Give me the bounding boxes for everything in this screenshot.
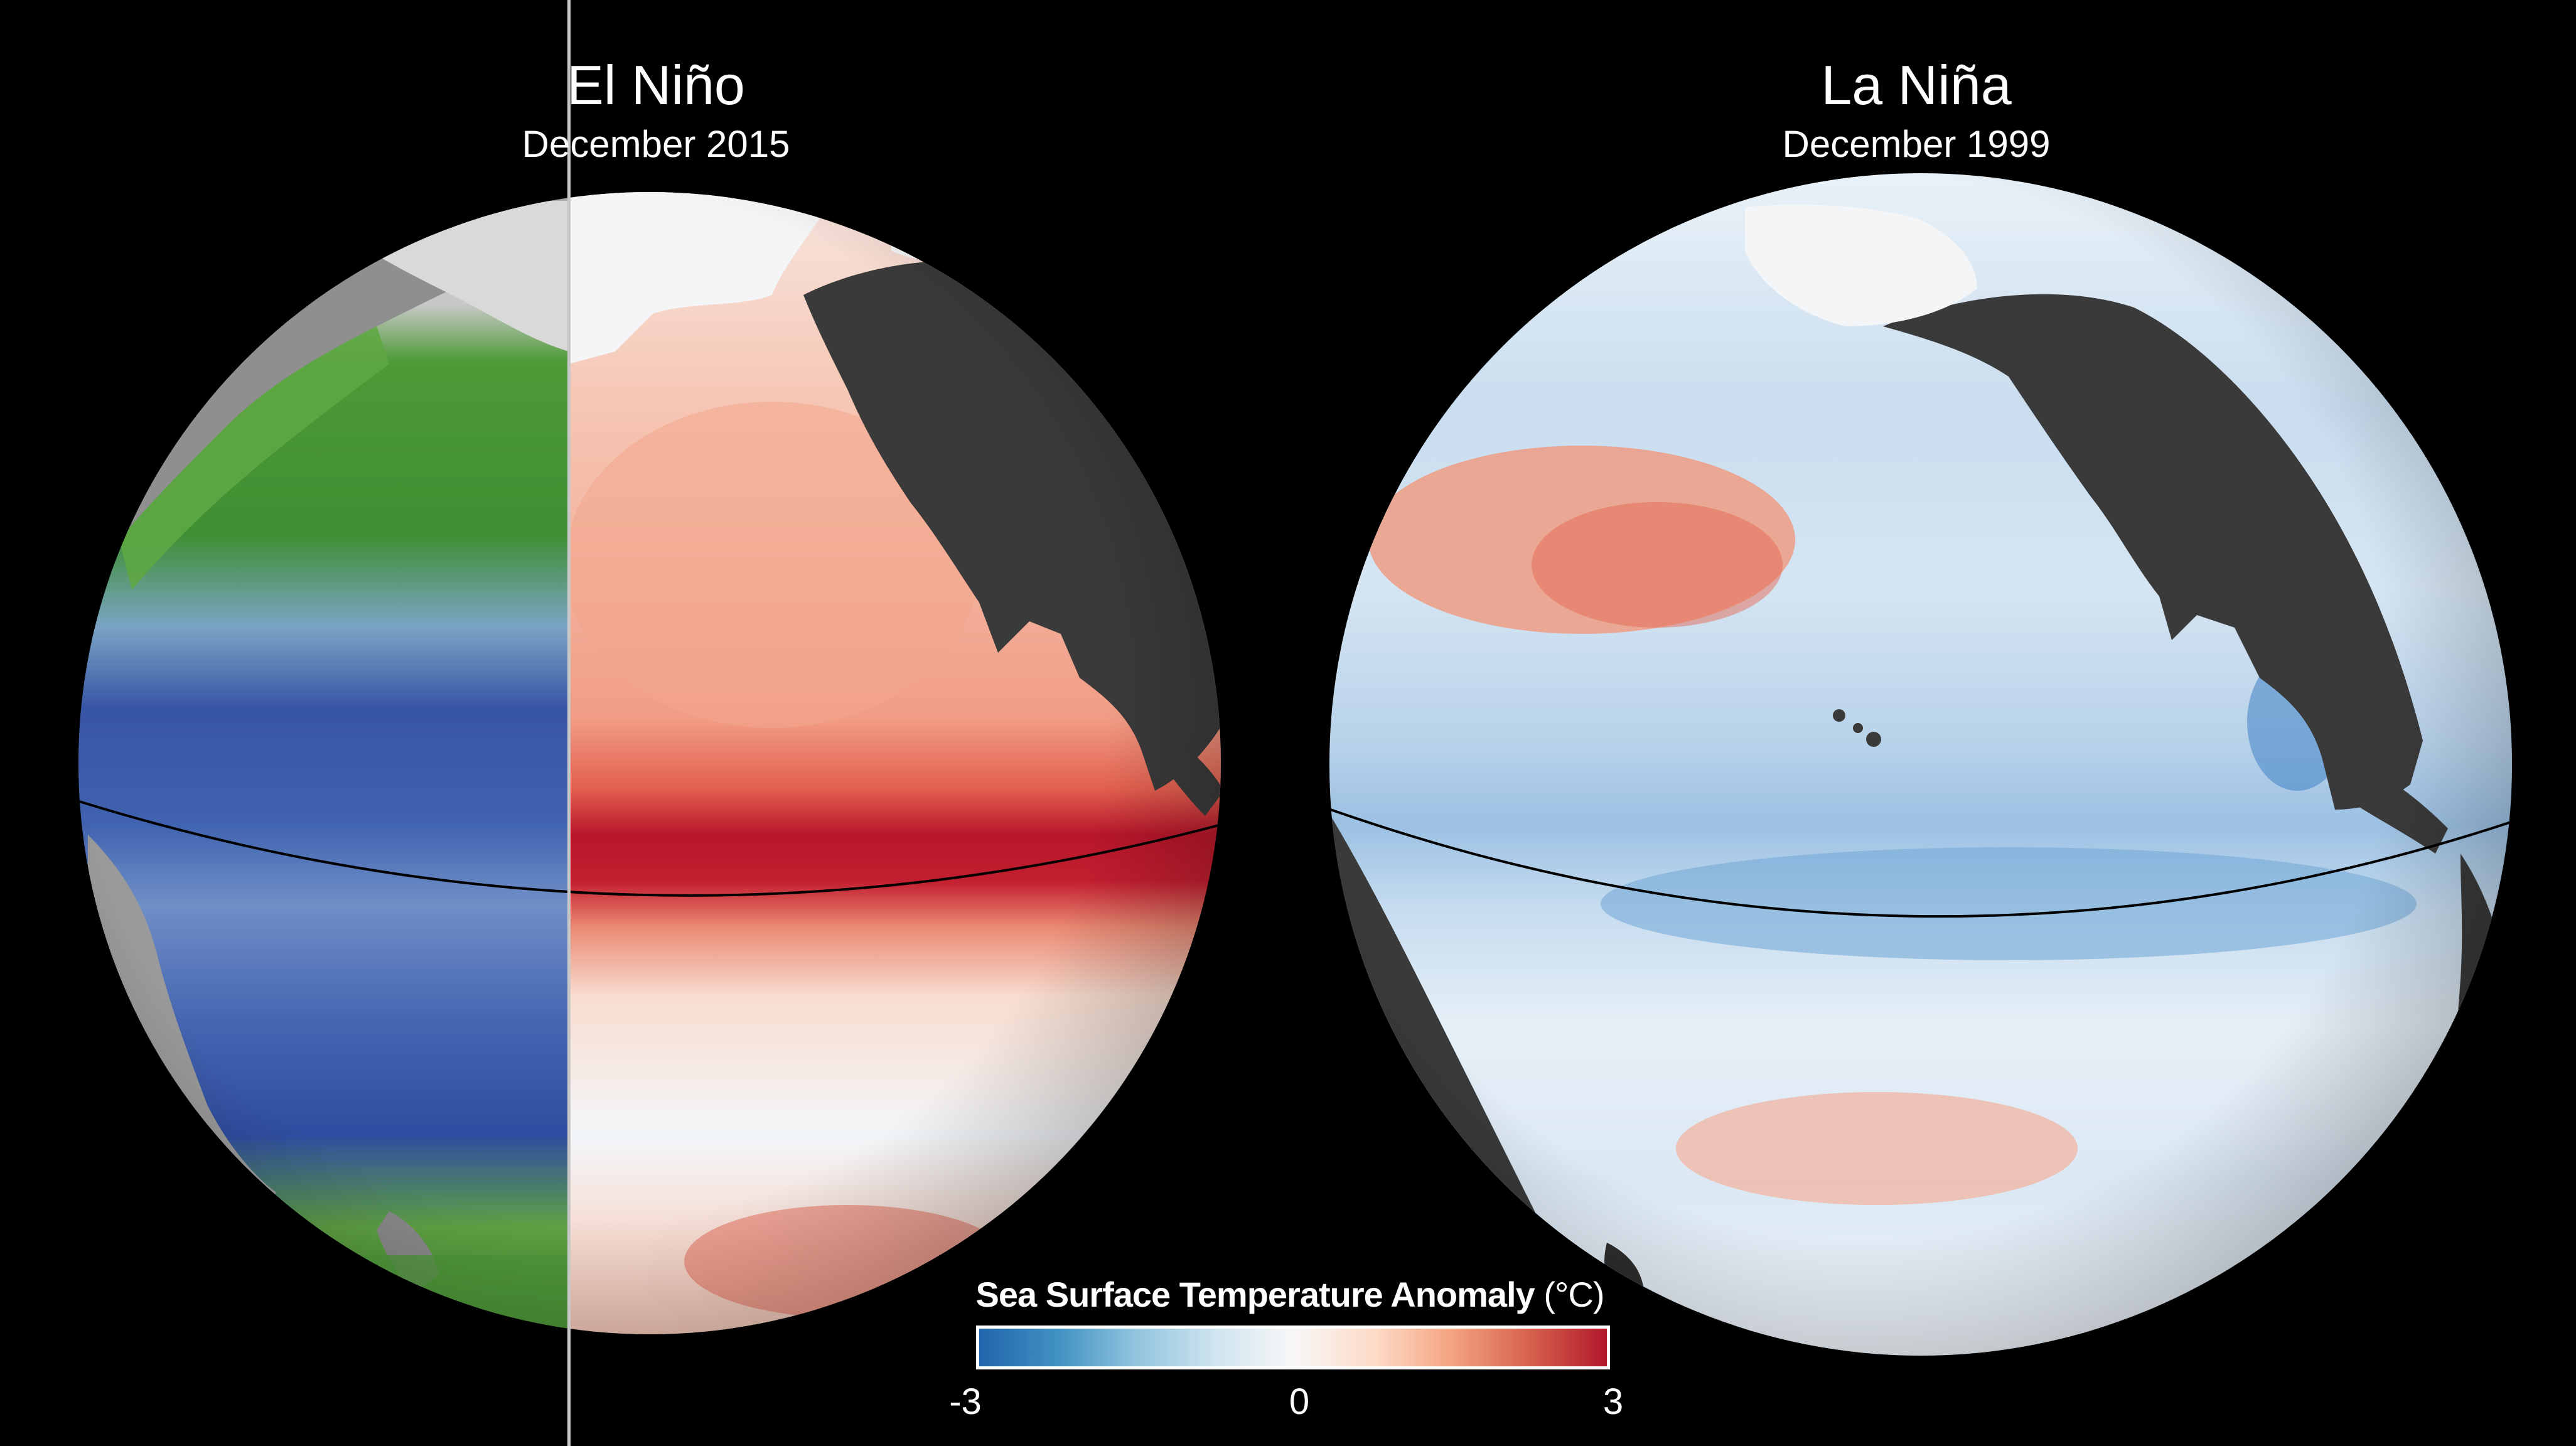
- el-nino-title: El Niño: [567, 54, 745, 116]
- legend-min-label: -3: [949, 1381, 982, 1422]
- legend-unit: (°C): [1543, 1275, 1604, 1314]
- el-nino-globe: [78, 192, 1221, 1334]
- el-nino-date: December 2015: [522, 123, 790, 165]
- la-nina-globe: [1329, 173, 2512, 1356]
- legend-mid-label: 0: [1289, 1381, 1310, 1422]
- legend-title-text: Sea Surface Temperature Anomaly: [975, 1275, 1535, 1314]
- legend-title: Sea Surface Temperature Anomaly (°C): [929, 1274, 1651, 1315]
- la-nina-title: La Niña: [1821, 54, 2012, 116]
- la-nina-date: December 1999: [1782, 123, 2051, 165]
- legend-color-bar: [976, 1326, 1610, 1369]
- legend-max-label: 3: [1602, 1381, 1624, 1422]
- comparison-divider[interactable]: [567, 0, 571, 1446]
